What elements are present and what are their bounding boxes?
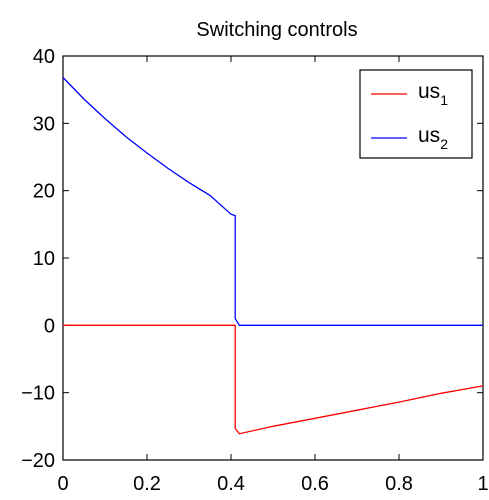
y-tick-label: 40 xyxy=(33,46,55,68)
x-axis: 0 0.2 0.4 0.6 0.8 1 xyxy=(57,56,489,495)
y-tick-label: −10 xyxy=(21,383,55,405)
legend-box xyxy=(359,69,473,159)
legend-label-us2: us2 xyxy=(418,124,448,152)
x-tick-label: 0.8 xyxy=(385,473,413,495)
series-lines xyxy=(62,77,484,435)
y-tick-label: 30 xyxy=(33,113,55,135)
series-line-us1 xyxy=(63,324,484,435)
x-tick-label: 1 xyxy=(477,473,488,495)
x-tick-label: 0.6 xyxy=(301,473,329,495)
y-tick-label: −20 xyxy=(21,450,55,472)
x-tick-label: 0 xyxy=(57,473,68,495)
x-tick-label: 0.4 xyxy=(217,473,245,495)
series-line-us2 xyxy=(62,77,483,326)
x-tick-label: 0.2 xyxy=(133,473,161,495)
y-tick-label: 20 xyxy=(33,181,55,203)
y-tick-label: 10 xyxy=(33,248,55,270)
y-tick-label: 0 xyxy=(44,315,55,337)
y-axis: −20 −10 0 10 20 30 40 xyxy=(21,46,483,472)
legend: us1 us2 xyxy=(359,69,473,159)
chart-title: Switching controls xyxy=(196,19,357,41)
legend-label-us1: us1 xyxy=(418,80,448,108)
